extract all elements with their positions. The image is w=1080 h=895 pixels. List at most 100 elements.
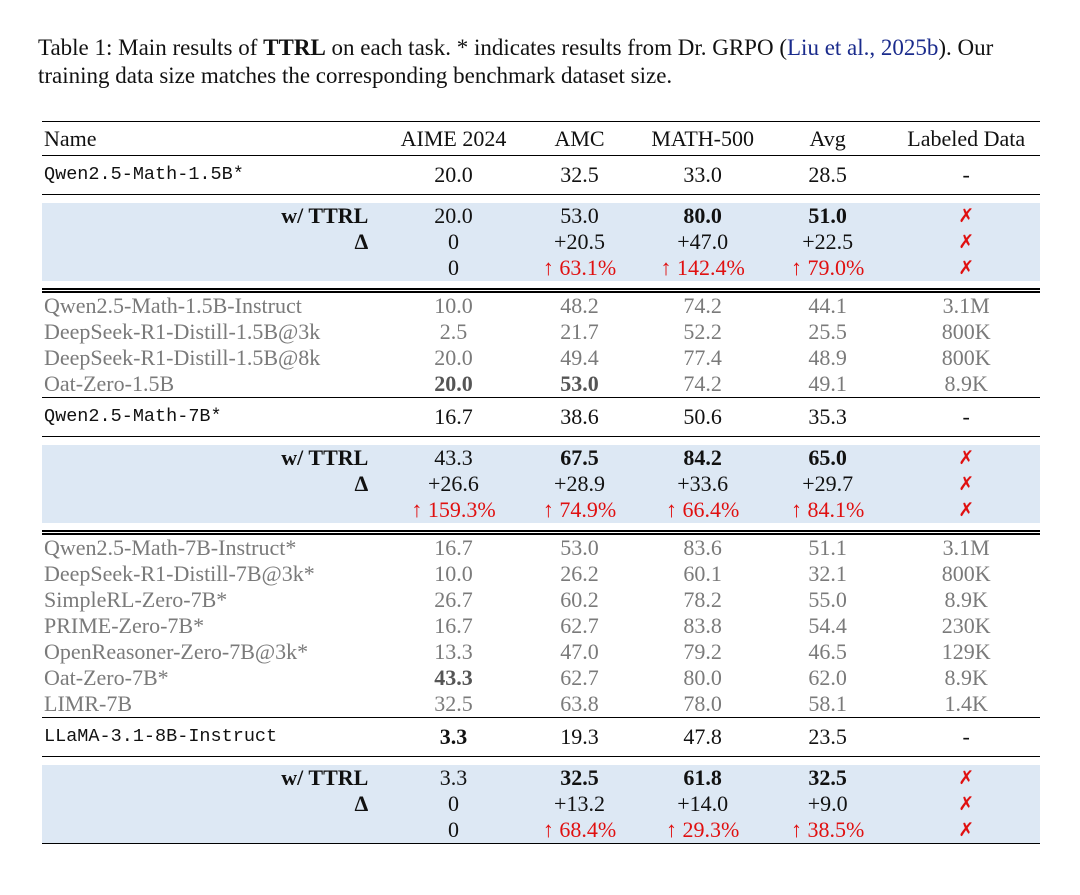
table-cell: +13.2	[516, 791, 643, 817]
model-name: Δ	[42, 229, 391, 255]
table-cell: +14.0	[642, 791, 763, 817]
table-cell: 35.3	[762, 397, 893, 437]
table-cell: 47.0	[560, 639, 599, 664]
column-header: Name	[42, 121, 391, 156]
model-name: w/ TTRL	[42, 195, 391, 229]
table-row: 0 ↑ 63.1% ↑ 142.4% ↑ 79.0% ✗	[42, 255, 1040, 288]
table-cell: 44.1	[762, 288, 893, 319]
table-cell: 49.1	[808, 371, 847, 396]
table-row: DeepSeek-R1-Distill-1.5B@3k 2.5 21.7 52.2 25…	[42, 319, 1040, 345]
table-cell: ✗	[892, 817, 1040, 844]
model-name: w/ TTRL	[42, 437, 391, 471]
table-cell: 26.7	[434, 587, 473, 612]
table-cell: ↑ 159.3%	[390, 497, 517, 530]
table-cell: 10.0	[434, 561, 473, 586]
table-cell: 8.9K	[944, 665, 988, 690]
table-cell: 16.7	[434, 613, 473, 638]
table-row: SimpleRL-Zero-7B* 26.7 60.2 78.2 55.0 8.9K	[42, 587, 1040, 613]
caption-method: TTRL	[263, 35, 326, 60]
table-cell: 83.8	[683, 613, 722, 638]
table-row: Δ +26.6 +28.9 +33.6 +29.7 ✗	[42, 471, 1040, 497]
table-row: Qwen2.5-Math-7B* 16.7 38.6 50.6 35.3-	[42, 397, 1040, 437]
table-cell: -	[892, 397, 1040, 437]
model-name: Δ	[42, 791, 391, 817]
model-name	[42, 497, 391, 530]
table-cell: 16.7	[390, 397, 517, 437]
model-name: DeepSeek-R1-Distill-1.5B@3k	[44, 319, 321, 344]
table-cell: +28.9	[516, 471, 643, 497]
table-cell: 13.3	[434, 639, 473, 664]
table-cell: 38.6	[516, 397, 643, 437]
citation-link[interactable]: Liu et al., 2025b	[787, 35, 939, 60]
table-row: Qwen2.5-Math-1.5B* 20.0 32.5 33.0 28.5-	[42, 156, 1040, 195]
table-cell: 23.5	[762, 717, 893, 757]
table-cell: 28.5	[762, 156, 893, 195]
table-cell: 3.3	[390, 757, 517, 791]
table-cell: 33.0	[642, 156, 763, 195]
table-cell: ✗	[892, 757, 1040, 791]
table-cell: 230K	[941, 613, 991, 638]
table-cell: +9.0	[762, 791, 893, 817]
table-cell: ✗	[892, 791, 1040, 817]
table-cell: 48.9	[808, 345, 847, 370]
table-cell: 55.0	[808, 587, 847, 612]
table-row: Qwen2.5-Math-1.5B-Instruct 10.0 48.2 74.2 44…	[42, 288, 1040, 319]
table-cell: 74.2	[683, 371, 722, 396]
table-cell: ✗	[892, 437, 1040, 471]
table-cell: 60.1	[683, 561, 722, 586]
table-row: DeepSeek-R1-Distill-1.5B@8k 20.0 49.4 77.4 4…	[42, 345, 1040, 371]
table-cell: 51.0	[762, 195, 893, 229]
table-cell: 60.2	[560, 587, 599, 612]
table-row: DeepSeek-R1-Distill-7B@3k* 10.0 26.2 60.1 32…	[42, 561, 1040, 587]
table-cell: ↑ 66.4%	[642, 497, 763, 530]
table-cell: 51.1	[762, 530, 893, 561]
table-cell: 3.1M	[892, 288, 1040, 319]
table-cell: -	[892, 717, 1040, 757]
table-cell: -	[892, 156, 1040, 195]
table-cell: 52.2	[683, 319, 722, 344]
table-cell: +22.5	[762, 229, 893, 255]
table-cell: 8.9K	[944, 587, 988, 612]
table-cell: 80.0	[683, 665, 722, 690]
table-body: Qwen2.5-Math-1.5B* 20.0 32.5 33.0 28.5- w/ TT…	[42, 156, 1040, 844]
table-cell: 2.5	[439, 319, 468, 344]
table-cell: 0	[390, 229, 517, 255]
table-cell: 0	[390, 255, 517, 288]
table-cell: 74.2	[642, 288, 763, 319]
table-cell: 84.2	[642, 437, 763, 471]
column-header: AMC	[516, 121, 643, 156]
table-cell: 32.5	[516, 757, 643, 791]
table-cell: 61.8	[642, 757, 763, 791]
table-cell: 78.2	[683, 587, 722, 612]
table-row: Δ 0 +20.5 +47.0 +22.5 ✗	[42, 229, 1040, 255]
header-row: Name AIME 2024 AMC MATH-500 Avg Labeled Data	[42, 121, 1040, 156]
model-name: Qwen2.5-Math-1.5B-Instruct	[42, 288, 391, 319]
table-cell: 46.5	[808, 639, 847, 664]
table-row: OpenReasoner-Zero-7B@3k* 13.3 47.0 79.2 46.5…	[42, 639, 1040, 665]
table-cell: 48.2	[516, 288, 643, 319]
caption-text: ). Our training data size matches the co…	[38, 35, 994, 88]
table-cell: 43.3	[434, 665, 473, 690]
model-name: OpenReasoner-Zero-7B@3k*	[44, 639, 309, 664]
model-name: w/ TTRL	[42, 757, 391, 791]
table-cell: 20.0	[390, 195, 517, 229]
table-cell: ↑ 84.1%	[762, 497, 893, 530]
table-cell: ↑ 74.9%	[516, 497, 643, 530]
model-name: Oat-Zero-1.5B	[44, 371, 175, 396]
table-row: PRIME-Zero-7B* 16.7 62.7 83.8 54.4 230K	[42, 613, 1040, 639]
table-cell: 62.7	[560, 613, 599, 638]
table-row: w/ TTRL 3.3 32.5 61.8 32.5 ✗	[42, 757, 1040, 791]
table-cell: 50.6	[642, 397, 763, 437]
table-row: w/ TTRL 43.3 67.5 84.2 65.0 ✗	[42, 437, 1040, 471]
table-cell: 47.8	[642, 717, 763, 757]
table-cell: 32.5	[434, 691, 473, 716]
table-row: Oat-Zero-1.5B 20.0 53.0 74.2 49.1 8.9K	[42, 371, 1040, 397]
table-cell: +20.5	[516, 229, 643, 255]
table-cell: 0	[390, 817, 517, 844]
model-name: Qwen2.5-Math-7B*	[42, 397, 391, 437]
table-row: LIMR-7B 32.5 63.8 78.0 58.1 1.4K	[42, 691, 1040, 717]
table-cell: 10.0	[390, 288, 517, 319]
model-name: Δ	[42, 471, 391, 497]
table-cell: 53.0	[516, 530, 643, 561]
